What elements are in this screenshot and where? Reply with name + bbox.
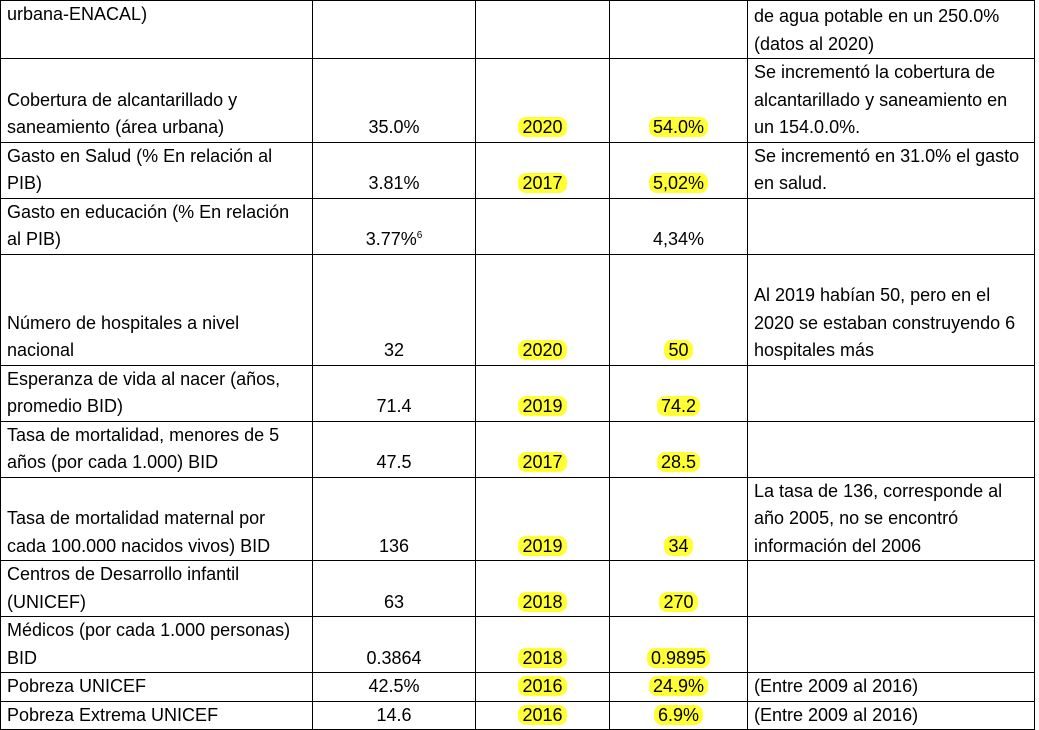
- value-cell: 74.2: [609, 364, 748, 422]
- table-row: Tasa de mortalidad, menores de 5 años (p…: [0, 420, 1035, 478]
- comment-cell: Al 2019 habían 50, pero en el 2020 se es…: [747, 253, 1035, 366]
- value-cell: 50: [609, 253, 748, 366]
- highlighted-year: 2016: [518, 676, 567, 696]
- comment-cell: [747, 420, 1035, 478]
- baseline-cell: 14.6: [312, 700, 476, 730]
- year-cell: 2019: [475, 364, 610, 422]
- baseline-cell: 35.0%: [312, 58, 476, 143]
- highlighted-year: 2019: [518, 396, 567, 416]
- indicator-cell: Cobertura de alcantarillado y saneamient…: [0, 58, 313, 143]
- baseline-value: 3.77%: [365, 229, 417, 249]
- highlighted-year: 2018: [518, 591, 567, 612]
- value-cell: 270: [609, 560, 748, 617]
- table-row: Esperanza de vida al nacer (años, promed…: [0, 364, 1035, 422]
- footnote-marker: 6: [416, 230, 423, 241]
- indicator-cell: Centros de Desarrollo infantil (UNICEF): [0, 560, 313, 617]
- comment-cell: Se incrementó en 31.0% el gasto en salud…: [747, 141, 1035, 199]
- comment-cell: (Entre 2009 al 2016): [747, 700, 1035, 730]
- indicator-cell: Esperanza de vida al nacer (años, promed…: [0, 364, 313, 422]
- highlighted-value: 24.9%: [648, 676, 709, 696]
- highlighted-year: 2018: [518, 647, 567, 668]
- table-row: Tasa de mortalidad maternal por cada 100…: [0, 476, 1035, 561]
- value-cell: [609, 0, 748, 59]
- indicator-cell: Tasa de mortalidad maternal por cada 100…: [0, 476, 313, 561]
- indicator-cell: Médicos (por cada 1.000 personas) BID: [0, 616, 313, 673]
- highlighted-value: 50: [664, 340, 693, 360]
- comment-cell: Se incrementó la cobertura de alcantaril…: [747, 58, 1035, 143]
- baseline-cell: 42.5%: [312, 672, 476, 702]
- year-cell: 2017: [475, 420, 610, 478]
- comment-cell: La tasa de 136, corresponde al año 2005,…: [747, 476, 1035, 561]
- table-row: Pobreza UNICEF 42.5% 2016 24.9% (Entre 2…: [0, 672, 1035, 702]
- highlighted-value: 6.9%: [653, 704, 704, 725]
- comment-cell: [747, 197, 1035, 255]
- indicator-cell: Pobreza Extrema UNICEF: [0, 700, 313, 730]
- table-row: Centros de Desarrollo infantil (UNICEF) …: [0, 560, 1035, 617]
- highlighted-year: 2020: [518, 117, 567, 137]
- highlighted-value: 0.9895: [646, 647, 711, 668]
- year-cell: 2020: [475, 58, 610, 143]
- baseline-cell: 71.4: [312, 364, 476, 422]
- value-cell: 6.9%: [609, 700, 748, 730]
- highlighted-value: 270: [659, 591, 698, 612]
- highlighted-value: 54.0%: [648, 117, 709, 137]
- comment-cell: (Entre 2009 al 2016): [747, 672, 1035, 702]
- value-cell: 4,34%: [609, 197, 748, 255]
- comment-cell: de agua potable en un 250.0% (datos al 2…: [747, 0, 1035, 59]
- value-cell: 54.0%: [609, 58, 748, 143]
- indicator-cell: Pobreza UNICEF: [0, 672, 313, 702]
- indicator-cell: Gasto en educación (% En relación al PIB…: [0, 197, 313, 255]
- baseline-cell: [312, 0, 476, 59]
- highlighted-value: 28.5: [656, 452, 701, 472]
- highlighted-year: 2019: [518, 535, 567, 556]
- comment-cell: [747, 364, 1035, 422]
- year-cell: 2018: [475, 616, 610, 673]
- highlighted-year: 2020: [518, 340, 567, 360]
- table-row: Médicos (por cada 1.000 personas) BID 0.…: [0, 616, 1035, 673]
- table-row: Número de hospitales a nivel nacional 32…: [0, 253, 1035, 366]
- highlighted-year: 2017: [518, 452, 567, 472]
- highlighted-value: 34: [664, 535, 693, 556]
- highlighted-value: 5,02%: [648, 173, 709, 193]
- indicator-cell: Tasa de mortalidad, menores de 5 años (p…: [0, 420, 313, 478]
- baseline-cell: 3.81%: [312, 141, 476, 199]
- baseline-cell: 136: [312, 476, 476, 561]
- baseline-cell: 32: [312, 253, 476, 366]
- year-cell: 2018: [475, 560, 610, 617]
- value-cell: 34: [609, 476, 748, 561]
- comment-cell: [747, 560, 1035, 617]
- year-cell: 2017: [475, 141, 610, 199]
- value-cell: 5,02%: [609, 141, 748, 199]
- baseline-cell: 63: [312, 560, 476, 617]
- year-cell: 2019: [475, 476, 610, 561]
- value-cell: 24.9%: [609, 672, 748, 702]
- baseline-cell: 47.5: [312, 420, 476, 478]
- year-cell: 2016: [475, 672, 610, 702]
- table-row: urbana-ENACAL) de agua potable en un 250…: [0, 0, 1035, 59]
- indicator-cell: urbana-ENACAL): [0, 0, 313, 59]
- table-row: Pobreza Extrema UNICEF 14.6 2016 6.9% (E…: [0, 700, 1035, 730]
- baseline-cell: 3.77%6: [312, 197, 476, 255]
- value-cell: 28.5: [609, 420, 748, 478]
- baseline-cell: 0.3864: [312, 616, 476, 673]
- year-cell: [475, 197, 610, 255]
- highlighted-year: 2017: [518, 173, 567, 193]
- year-cell: 2016: [475, 700, 610, 730]
- indicator-cell: Gasto en Salud (% En relación al PIB): [0, 141, 313, 199]
- highlighted-value: 74.2: [656, 396, 701, 416]
- table-row: Gasto en Salud (% En relación al PIB) 3.…: [0, 141, 1035, 199]
- comment-cell: [747, 616, 1035, 673]
- table-row: Cobertura de alcantarillado y saneamient…: [0, 58, 1035, 143]
- value-cell: 0.9895: [609, 616, 748, 673]
- highlighted-year: 2016: [518, 704, 567, 725]
- year-cell: 2020: [475, 253, 610, 366]
- table-row: Gasto en educación (% En relación al PIB…: [0, 197, 1035, 255]
- year-cell: [475, 0, 610, 59]
- indicator-cell: Número de hospitales a nivel nacional: [0, 253, 313, 366]
